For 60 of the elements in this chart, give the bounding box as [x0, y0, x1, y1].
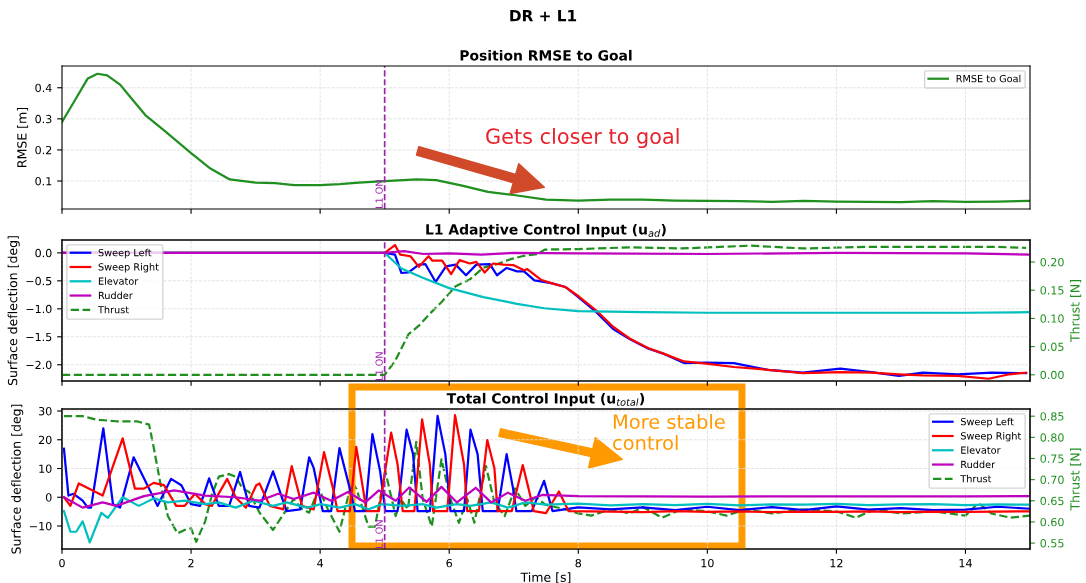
- x-tick-label: 8: [575, 558, 582, 568]
- y-tick-label: −1.5: [26, 332, 52, 342]
- y2-axis-title: Thrust [N]: [1070, 280, 1082, 343]
- legend-label: Elevator: [98, 277, 139, 285]
- legend-label: Sweep Right: [98, 263, 159, 273]
- y2-tick-label: 0.60: [1040, 517, 1064, 527]
- y-tick-label: 0.1: [35, 177, 52, 186]
- y-tick-label: 0.2: [35, 145, 52, 155]
- legend-label: RMSE to Goal: [956, 74, 1021, 83]
- legend-label: Sweep Left: [98, 248, 152, 259]
- chart-title: Position RMSE to Goal: [460, 49, 632, 61]
- y-axis-title: RMSE [m]: [16, 107, 29, 167]
- y2-tick-label: 0.10: [1040, 314, 1064, 323]
- y-tick-label: 0.4: [35, 83, 52, 93]
- ref-line-label: L1 ON: [375, 180, 383, 209]
- ref-line-label: L1 ON: [375, 352, 383, 381]
- legend-label: Rudder: [98, 291, 133, 300]
- y-tick-label: 0: [45, 493, 52, 502]
- chart-title: Total Control Input (u$_{total}$): [446, 392, 645, 407]
- x-tick-label: 14: [959, 559, 972, 568]
- annotation: Gets closer to goal: [486, 127, 679, 149]
- y-tick-label: 20: [38, 435, 52, 445]
- x-tick-label: 10: [701, 558, 714, 568]
- y-tick-label: −1.0: [26, 304, 52, 314]
- y2-tick-label: 0.85: [1040, 412, 1064, 421]
- y2-axis-title: Thrust [N]: [1070, 448, 1082, 511]
- legend-label: Sweep Left: [960, 417, 1014, 428]
- x-tick-label: 6: [446, 558, 453, 568]
- y-axis-title: Surface deflection [deg]: [7, 236, 20, 386]
- x-tick-label: 12: [830, 558, 843, 568]
- chart-title: L1 Adaptive Control Input (u$_{ad}$): [426, 223, 666, 238]
- legend-label: Thrust: [97, 305, 129, 314]
- y2-tick-label: 0.70: [1040, 475, 1064, 485]
- y-tick-label: −0.5: [26, 276, 52, 286]
- y2-tick-label: 0.80: [1040, 433, 1064, 442]
- x-tick-label: 4: [317, 559, 324, 568]
- x-axis-title: Time [s]: [520, 572, 571, 583]
- annotation: More stable control: [613, 414, 725, 451]
- legend-label: Elevator: [961, 446, 1001, 454]
- legend-label: Thrust: [960, 474, 992, 483]
- y-tick-label: −2.0: [26, 360, 52, 370]
- y-tick-label: 30: [38, 406, 52, 416]
- y-tick-label: 10: [39, 464, 52, 473]
- y-tick-label: −10: [30, 521, 52, 531]
- y2-tick-label: 0.20: [1040, 257, 1064, 267]
- y-axis-title: Surface deflection [deg]: [11, 404, 24, 554]
- legend-label: Sweep Right: [960, 432, 1022, 442]
- y2-tick-label: 0.05: [1040, 342, 1064, 351]
- x-tick-label: 0: [59, 558, 65, 568]
- y2-tick-label: 0.15: [1040, 286, 1064, 295]
- text: DR + L1: [510, 10, 577, 22]
- y2-tick-label: 0.75: [1040, 454, 1064, 463]
- x-tick-label: 2: [188, 558, 194, 568]
- y-tick-label: 0.3: [35, 114, 52, 124]
- y2-tick-label: 0.65: [1040, 496, 1064, 506]
- y2-tick-label: 0.00: [1040, 370, 1064, 380]
- y-tick-label: 0.0: [35, 248, 52, 258]
- ref-line-label: L1 ON: [375, 520, 383, 549]
- legend-label: Rudder: [961, 460, 996, 469]
- y2-tick-label: 0.55: [1040, 539, 1064, 548]
